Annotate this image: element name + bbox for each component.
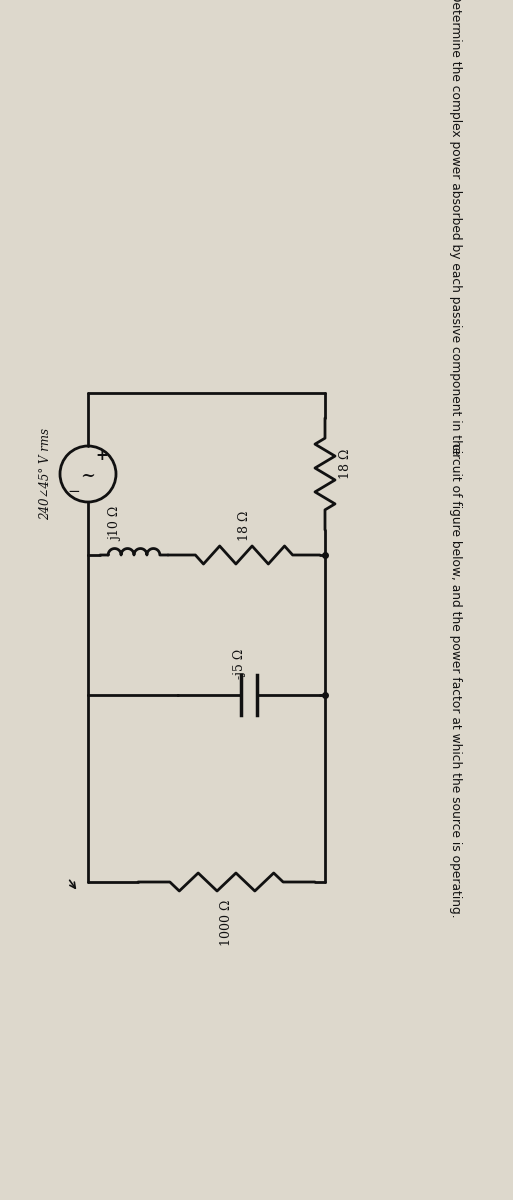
Text: Q4) Determine the complex power absorbed by each passive component in the: Q4) Determine the complex power absorbed… — [448, 0, 462, 454]
Text: 18 Ω: 18 Ω — [339, 449, 352, 479]
Text: j10 Ω: j10 Ω — [109, 506, 123, 541]
Text: 18 Ω: 18 Ω — [238, 511, 250, 541]
Text: −: − — [68, 485, 81, 499]
Text: 1000 Ω: 1000 Ω — [220, 900, 233, 947]
Text: +: + — [95, 449, 108, 463]
Text: 240∠45° V rms: 240∠45° V rms — [40, 428, 52, 520]
Text: -j5 Ω: -j5 Ω — [232, 649, 246, 679]
Text: circuit of figure below, and the power factor at which the source is operating.: circuit of figure below, and the power f… — [448, 443, 462, 917]
Text: ~: ~ — [81, 467, 95, 485]
